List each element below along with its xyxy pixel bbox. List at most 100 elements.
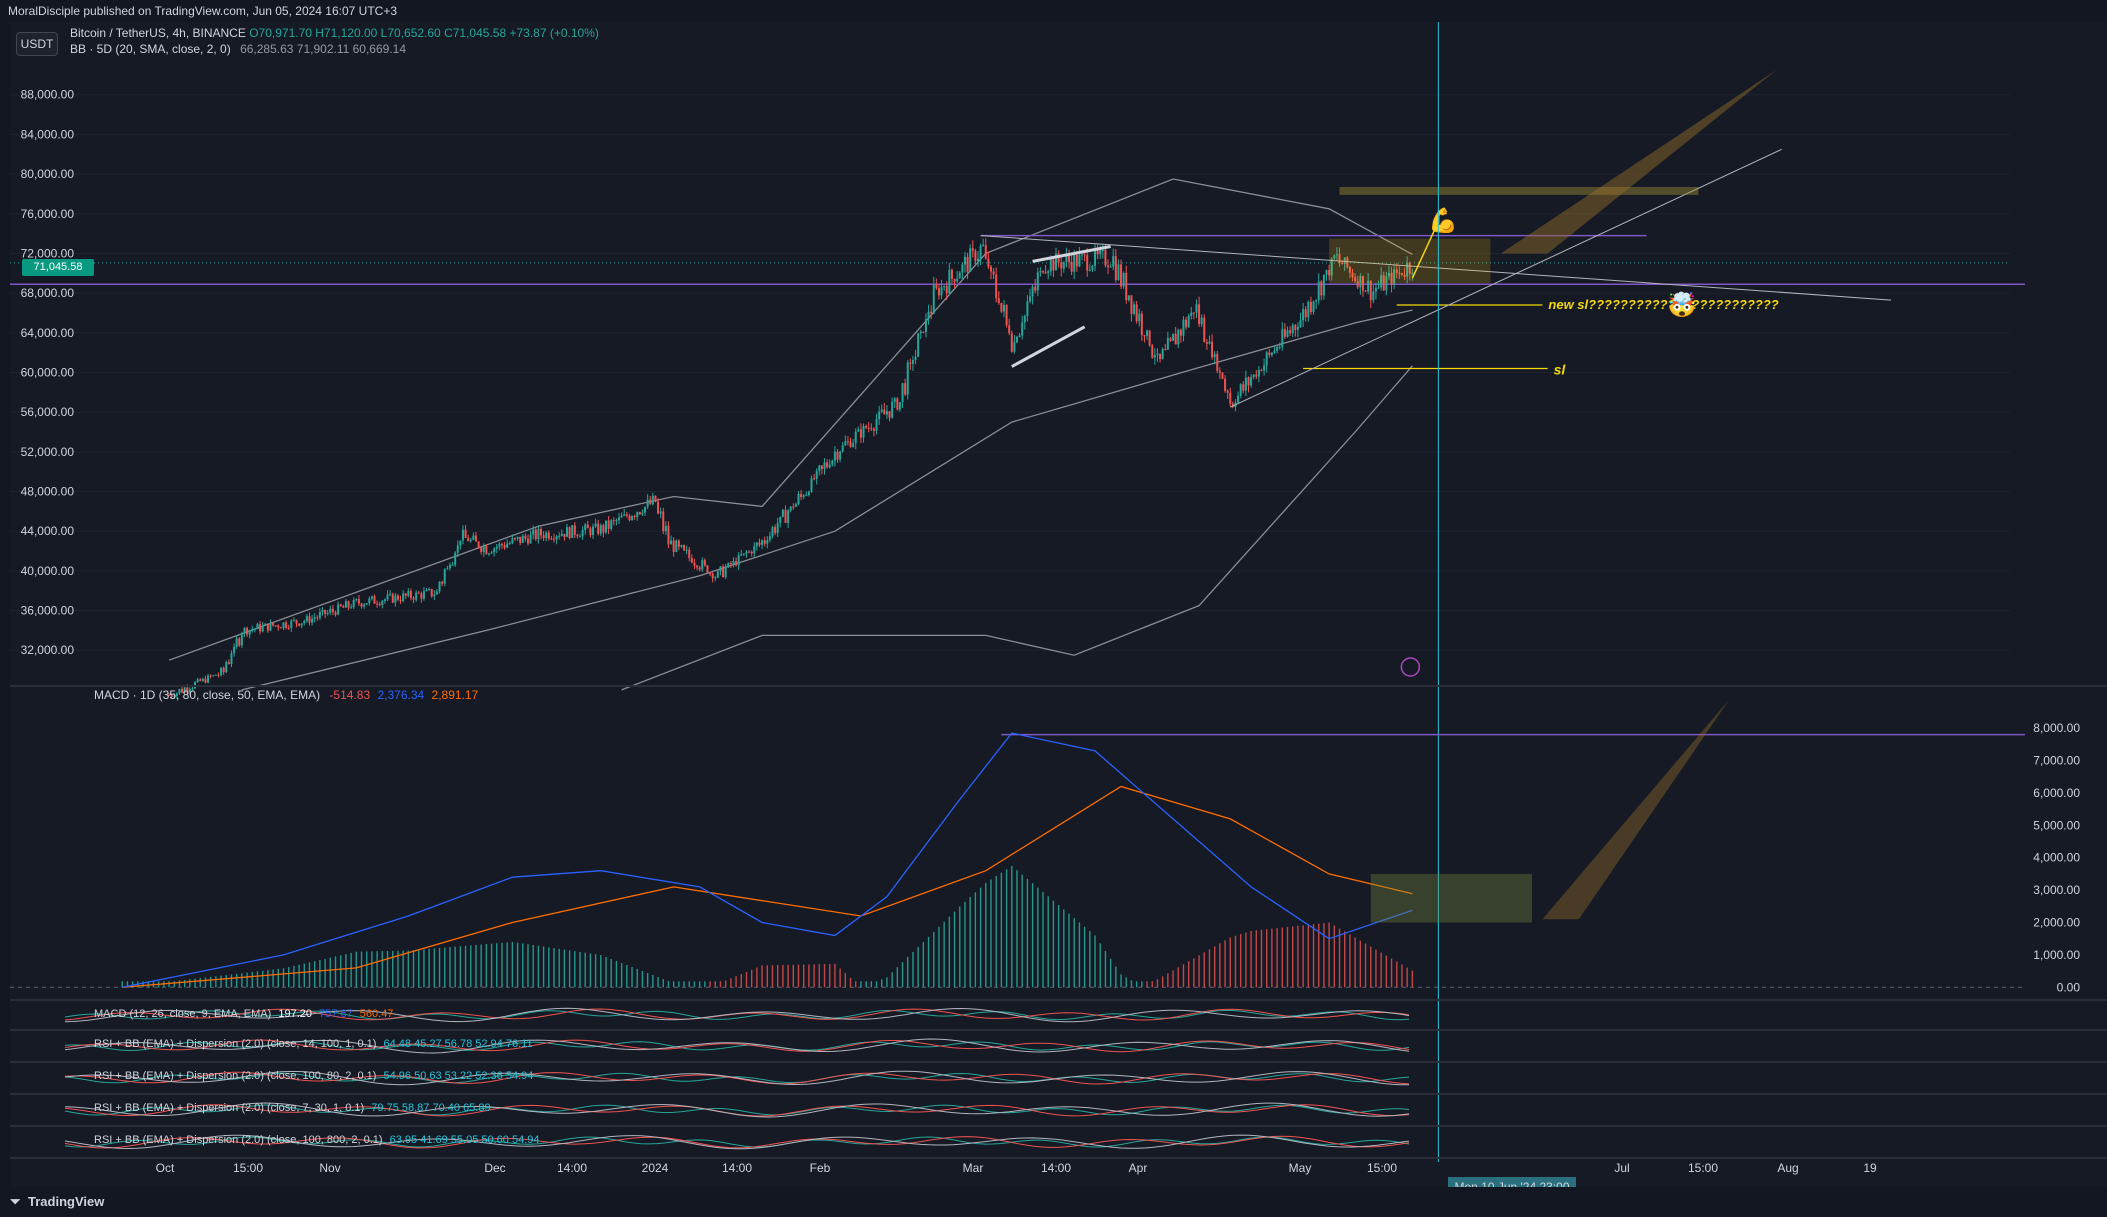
candle-body [178, 689, 181, 694]
candle-body [1244, 377, 1247, 391]
price-tick-label: 48,000.00 [21, 485, 75, 499]
candle-body [428, 589, 431, 591]
candle-body [389, 593, 392, 595]
candle-body [859, 429, 862, 438]
target-line-box [1339, 186, 1699, 195]
candle-body [357, 599, 360, 604]
candle-body [1052, 259, 1055, 271]
candle-body [230, 653, 233, 665]
candle-body [709, 573, 712, 575]
target-zone [1329, 238, 1491, 284]
candle-body [924, 319, 927, 332]
candle-body [1010, 333, 1013, 352]
rsi-3-label: RSI + BB (EMA) + Dispersion (2.0) (close… [94, 1102, 365, 1114]
candle-body [758, 542, 761, 545]
time-axis-label: May [1289, 1161, 1312, 1175]
candle-body [911, 360, 914, 364]
candle-body [186, 687, 189, 692]
candle-body [1109, 266, 1112, 268]
time-axis-label: Aug [1777, 1161, 1798, 1175]
candle-body [690, 558, 693, 563]
candle-body [586, 524, 589, 529]
bb-upper-line [168, 178, 1413, 661]
candle-body [290, 620, 293, 629]
candle-body [901, 383, 904, 403]
candle-body [298, 623, 301, 626]
candle-body [719, 566, 722, 572]
candle-body [472, 535, 475, 540]
candle-body [789, 506, 792, 511]
candle-body [932, 284, 935, 314]
candle-body [1083, 254, 1086, 256]
candle-body [1296, 326, 1299, 330]
candle-body [220, 668, 223, 676]
candle-body [170, 694, 173, 697]
candle-body [1143, 335, 1146, 337]
candle-body [711, 573, 714, 579]
candle-body [1302, 309, 1305, 321]
time-axis-label: Nov [319, 1161, 340, 1175]
candle-body [995, 274, 998, 299]
candle-body [1096, 249, 1099, 255]
candle-body [435, 591, 438, 595]
bb-basis-line [241, 309, 1413, 691]
rsi-3-values: 79.75 58.87 70.40 65.89 [371, 1102, 491, 1114]
candle-body [654, 495, 657, 502]
candle-body [253, 629, 256, 631]
candle-body [1008, 325, 1011, 334]
candle-body [1068, 256, 1071, 262]
candle-body [865, 425, 868, 428]
candle-body [610, 520, 613, 529]
candle-body [813, 478, 816, 480]
candle-body [256, 623, 259, 630]
candle-body [456, 545, 459, 553]
candle-body [898, 402, 901, 410]
candle-body [662, 511, 665, 532]
candle-body [1286, 330, 1289, 337]
candle-body [1146, 330, 1149, 336]
macd1d-v3: 2,891.17 [431, 688, 479, 702]
sl-label: sl [1554, 362, 1567, 378]
candle-body [503, 545, 506, 548]
candle-body [1361, 275, 1364, 291]
candle-body [969, 248, 972, 272]
candle-body [792, 506, 795, 508]
candle-body [1174, 333, 1177, 345]
candle-body [1273, 350, 1276, 353]
candle-body [852, 443, 855, 447]
candle-body [644, 506, 647, 513]
candle-body [618, 517, 621, 521]
chart-svg[interactable]: new sl???????????????????????? sl 💪 🤯 32,00… [10, 22, 2107, 1187]
candle-body [1034, 286, 1037, 291]
candle-body [201, 678, 204, 681]
candle-body [1382, 275, 1385, 291]
time-axis-label: 14:00 [1041, 1161, 1071, 1175]
candle-body [1002, 304, 1005, 312]
tradingview-logo[interactable]: ⏷ TradingView [10, 1187, 104, 1217]
candle-body [922, 331, 925, 333]
candle-body [339, 604, 342, 607]
candle-body [1179, 329, 1182, 336]
time-axis-label: 15:00 [1688, 1161, 1718, 1175]
macd-tick-label: 3,000.00 [2033, 883, 2080, 897]
candle-body [303, 621, 306, 624]
candle-body [344, 601, 347, 608]
candle-body [1380, 275, 1383, 288]
chart-area[interactable]: USDT new sl???????????????????????? sl 💪 🤯 … [10, 22, 2107, 1197]
time-axis-label: 14:00 [722, 1161, 752, 1175]
rsi-4-values: 63.95 41.69 55.05 50.60 54.94 [389, 1134, 540, 1146]
candle-body [204, 678, 207, 683]
candle-body [417, 592, 420, 594]
candle-body [1055, 253, 1058, 271]
candle-body [461, 529, 464, 541]
candle-body [1390, 272, 1393, 285]
currency-button[interactable]: USDT [16, 32, 58, 56]
candle-body [628, 515, 631, 521]
candle-body [1406, 263, 1409, 277]
price-tick-label: 72,000.00 [21, 246, 75, 260]
candle-body [430, 589, 433, 597]
candle-body [1255, 374, 1258, 377]
candle-body [581, 530, 584, 537]
candle-body [961, 264, 964, 273]
candle-body [292, 619, 295, 621]
